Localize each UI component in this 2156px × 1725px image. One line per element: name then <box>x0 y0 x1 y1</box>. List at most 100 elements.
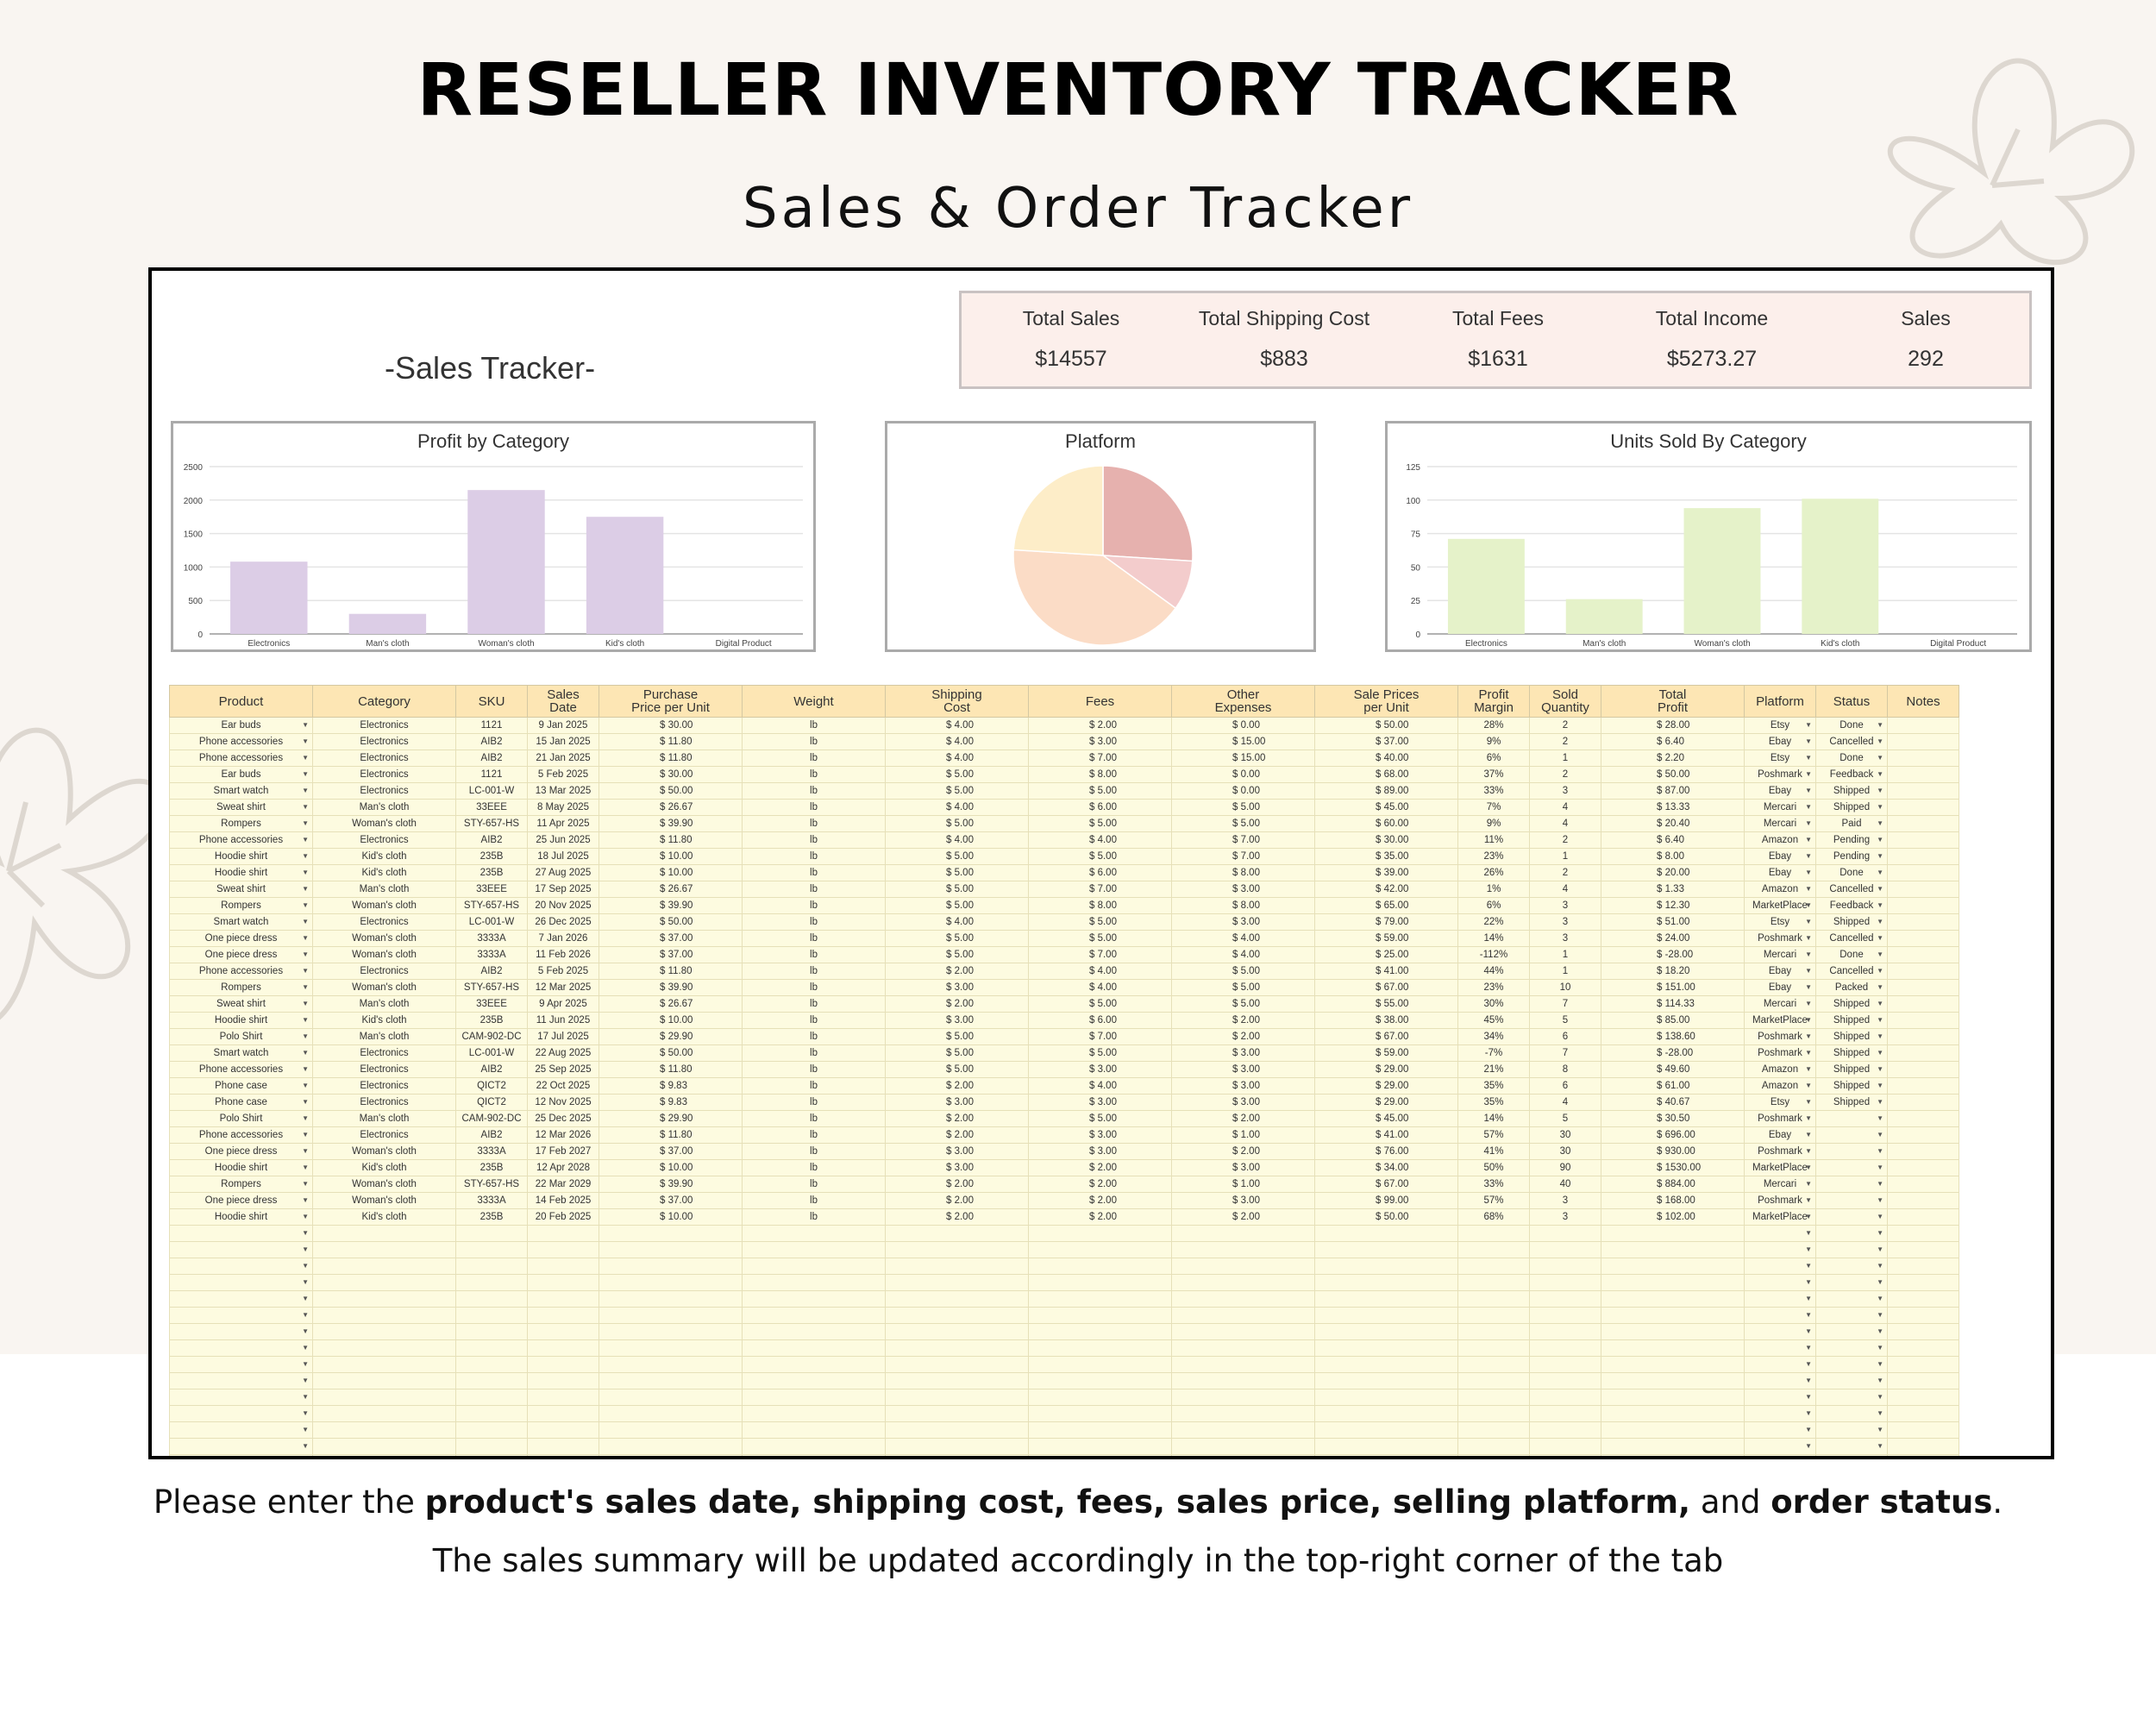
cell-sku[interactable]: AIB2 <box>455 831 528 849</box>
cell-category[interactable] <box>312 1225 456 1242</box>
empty-table-row[interactable]: ▼ ▼ ▼ <box>169 1307 1959 1324</box>
cell-platform[interactable]: Poshmark ▼ <box>1744 930 1816 947</box>
dropdown-arrow-icon[interactable]: ▼ <box>302 1114 309 1122</box>
cell-platform[interactable]: Etsy ▼ <box>1744 913 1816 931</box>
cell-sold-quantity[interactable]: 3 <box>1529 930 1601 947</box>
table-row[interactable]: Rompers ▼ Woman's cloth STY-657-HS 12 Mar 20… <box>169 979 1959 996</box>
cell-sku[interactable]: QICT2 <box>455 1094 528 1111</box>
cell-notes[interactable] <box>1887 1159 1959 1176</box>
cell-other-expenses[interactable] <box>1171 1405 1315 1422</box>
column-header-weight[interactable]: Weight <box>742 685 886 718</box>
cell-platform[interactable]: Amazon ▼ <box>1744 881 1816 898</box>
dropdown-arrow-icon[interactable]: ▼ <box>1805 1245 1812 1253</box>
dropdown-arrow-icon[interactable]: ▼ <box>302 1000 309 1007</box>
cell-purchase-price-per-unit[interactable]: $ 50.00 <box>599 782 743 800</box>
cell-product[interactable]: Polo Shirt ▼ <box>169 1110 313 1127</box>
dropdown-arrow-icon[interactable]: ▼ <box>1877 754 1883 762</box>
dropdown-arrow-icon[interactable]: ▼ <box>302 1377 309 1384</box>
cell-sku[interactable]: STY-657-HS <box>455 979 528 996</box>
dropdown-arrow-icon[interactable]: ▼ <box>302 1016 309 1024</box>
cell-platform[interactable]: Mercari ▼ <box>1744 1176 1816 1193</box>
cell-product[interactable]: Hoodie shirt ▼ <box>169 1012 313 1029</box>
cell-product[interactable]: One piece dress ▼ <box>169 946 313 963</box>
cell-product[interactable]: Phone accessories ▼ <box>169 831 313 849</box>
table-row[interactable]: Sweat shirt ▼ Man's cloth 33EEE 8 May 2025 $ … <box>169 799 1959 816</box>
cell-notes[interactable] <box>1887 1258 1959 1275</box>
cell-notes[interactable] <box>1887 733 1959 750</box>
cell-category[interactable] <box>312 1307 456 1324</box>
cell-sold-quantity[interactable] <box>1529 1225 1601 1242</box>
cell-shipping-cost[interactable]: $ 5.00 <box>885 1044 1029 1062</box>
cell-sales-date[interactable]: 12 Mar 2026 <box>527 1126 599 1144</box>
pie-slice[interactable] <box>1102 465 1194 562</box>
cell-category[interactable]: Electronics <box>312 750 456 767</box>
cell-sku[interactable]: AIB2 <box>455 733 528 750</box>
cell-sold-quantity[interactable]: 6 <box>1529 1028 1601 1045</box>
dropdown-arrow-icon[interactable]: ▼ <box>1877 1098 1883 1106</box>
column-header-status[interactable]: Status <box>1815 685 1888 718</box>
cell-purchase-price-per-unit[interactable]: $ 29.90 <box>599 1028 743 1045</box>
cell-sale-prices-per-unit[interactable]: $ 39.00 <box>1314 864 1458 881</box>
cell-status[interactable]: ▼ <box>1815 1192 1888 1209</box>
cell-fees[interactable]: $ 5.00 <box>1028 1110 1172 1127</box>
cell-total-profit[interactable] <box>1601 1389 1745 1406</box>
cell-sku[interactable] <box>455 1241 528 1258</box>
cell-sales-date[interactable] <box>527 1225 599 1242</box>
cell-purchase-price-per-unit[interactable] <box>599 1438 743 1455</box>
dropdown-arrow-icon[interactable]: ▼ <box>302 1229 309 1237</box>
cell-weight[interactable]: lb <box>742 782 886 800</box>
cell-sold-quantity[interactable] <box>1529 1241 1601 1258</box>
cell-platform[interactable]: Mercari ▼ <box>1744 995 1816 1013</box>
dropdown-arrow-icon[interactable]: ▼ <box>302 754 309 762</box>
dropdown-arrow-icon[interactable]: ▼ <box>302 1049 309 1057</box>
cell-category[interactable]: Man's cloth <box>312 1028 456 1045</box>
cell-product[interactable]: Sweat shirt ▼ <box>169 799 313 816</box>
dropdown-arrow-icon[interactable]: ▼ <box>1877 1409 1883 1417</box>
table-row[interactable]: Phone accessories ▼ Electronics AIB2 15 Jan … <box>169 733 1959 750</box>
cell-fees[interactable]: $ 5.00 <box>1028 995 1172 1013</box>
cell-status[interactable]: ▼ <box>1815 1307 1888 1324</box>
cell-platform[interactable]: ▼ <box>1744 1323 1816 1340</box>
profit-by-category-chart[interactable]: Profit by Category 0 500 1000 1500 2000 2500 E… <box>171 421 816 652</box>
cell-notes[interactable] <box>1887 1044 1959 1062</box>
cell-sold-quantity[interactable]: 3 <box>1529 913 1601 931</box>
cell-weight[interactable] <box>742 1339 886 1357</box>
cell-notes[interactable] <box>1887 913 1959 931</box>
cell-sale-prices-per-unit[interactable] <box>1314 1307 1458 1324</box>
cell-profit-margin[interactable] <box>1457 1307 1530 1324</box>
cell-shipping-cost[interactable] <box>885 1356 1029 1373</box>
cell-status[interactable]: Packed ▼ <box>1815 979 1888 996</box>
cell-weight[interactable] <box>742 1421 886 1439</box>
cell-weight[interactable]: lb <box>742 864 886 881</box>
cell-weight[interactable]: lb <box>742 799 886 816</box>
cell-platform[interactable]: ▼ <box>1744 1372 1816 1389</box>
cell-weight[interactable]: lb <box>742 733 886 750</box>
cell-profit-margin[interactable]: 9% <box>1457 733 1530 750</box>
cell-other-expenses[interactable]: $ 3.00 <box>1171 1094 1315 1111</box>
cell-sold-quantity[interactable]: 4 <box>1529 1094 1601 1111</box>
cell-sold-quantity[interactable]: 6 <box>1529 1077 1601 1095</box>
cell-category[interactable]: Woman's cloth <box>312 815 456 832</box>
cell-sku[interactable]: AIB2 <box>455 1126 528 1144</box>
cell-fees[interactable] <box>1028 1323 1172 1340</box>
cell-shipping-cost[interactable] <box>885 1274 1029 1291</box>
cell-product[interactable]: Hoodie shirt ▼ <box>169 1208 313 1226</box>
cell-sales-date[interactable]: 26 Dec 2025 <box>527 913 599 931</box>
cell-platform[interactable]: MarketPlace ▼ <box>1744 1208 1816 1226</box>
cell-other-expenses[interactable] <box>1171 1372 1315 1389</box>
cell-sold-quantity[interactable] <box>1529 1307 1601 1324</box>
cell-fees[interactable] <box>1028 1307 1172 1324</box>
dropdown-arrow-icon[interactable]: ▼ <box>1877 770 1883 778</box>
table-row[interactable]: Sweat shirt ▼ Man's cloth 33EEE 17 Sep 2025 $… <box>169 881 1959 898</box>
cell-total-profit[interactable] <box>1601 1372 1745 1389</box>
cell-sku[interactable] <box>455 1421 528 1439</box>
table-row[interactable]: One piece dress ▼ Woman's cloth 3333A 11 Feb… <box>169 946 1959 963</box>
cell-sale-prices-per-unit[interactable]: $ 67.00 <box>1314 1028 1458 1045</box>
dropdown-arrow-icon[interactable]: ▼ <box>1877 1213 1883 1220</box>
table-row[interactable]: Ear buds ▼ Electronics 1121 5 Feb 2025 $ 30.0… <box>169 766 1959 783</box>
cell-product[interactable]: ▼ <box>169 1290 313 1308</box>
cell-profit-margin[interactable]: 68% <box>1457 1208 1530 1226</box>
dropdown-arrow-icon[interactable]: ▼ <box>1805 721 1812 729</box>
dropdown-arrow-icon[interactable]: ▼ <box>302 1213 309 1220</box>
cell-weight[interactable] <box>742 1323 886 1340</box>
